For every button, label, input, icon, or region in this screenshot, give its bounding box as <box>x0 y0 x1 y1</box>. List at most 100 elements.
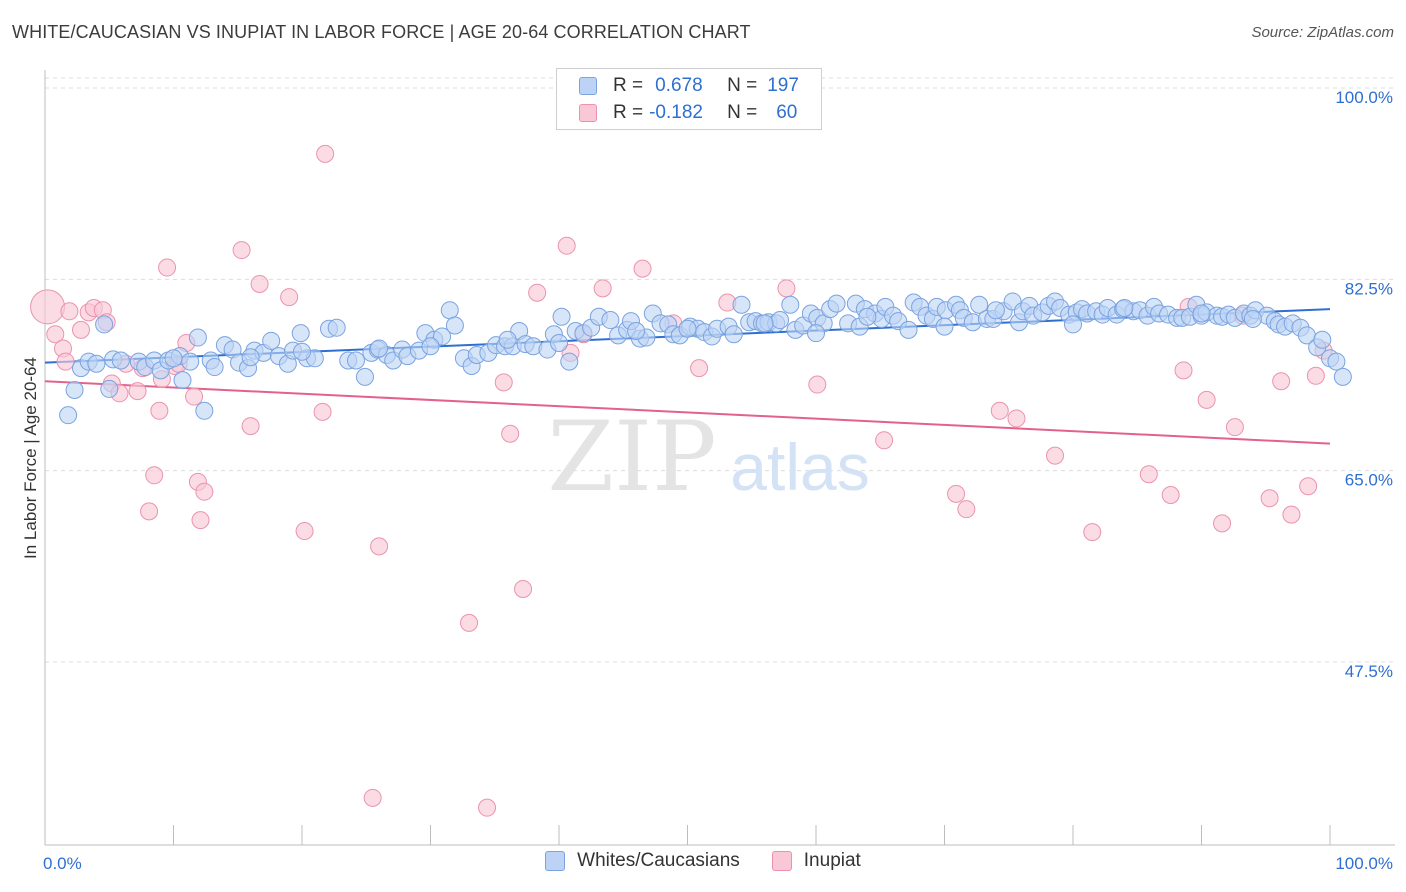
inupiat-point <box>145 466 164 485</box>
whites-point <box>370 339 389 358</box>
legend-n-label: N = <box>727 75 758 96</box>
whites-point <box>205 358 224 377</box>
inupiat-point <box>316 144 335 163</box>
y-tick-label: 100.0% <box>1335 88 1393 107</box>
inupiat-point <box>195 482 214 501</box>
whites-point <box>291 324 310 343</box>
inupiat-point <box>478 798 497 817</box>
legend-r-label: R = <box>613 75 644 96</box>
whites-point <box>293 342 311 361</box>
whites-point <box>724 325 743 344</box>
whites-point <box>560 352 579 371</box>
inupiat-point <box>250 274 269 293</box>
whites-point <box>807 324 825 343</box>
pink-swatch <box>771 851 792 871</box>
y-tick-label: 65.0% <box>1345 471 1393 490</box>
y-tick-label: 82.5% <box>1345 279 1393 298</box>
whites-point <box>899 320 918 339</box>
whites-point <box>173 371 192 390</box>
whites-point <box>87 354 106 373</box>
whites-point <box>552 307 571 326</box>
legend-n-value: 197 <box>767 75 799 96</box>
inupiat-point <box>71 320 90 339</box>
inupiat-point <box>185 387 204 406</box>
inupiat-point <box>150 401 169 420</box>
whites-point <box>498 330 517 349</box>
whites-point <box>627 321 646 340</box>
legend-row-whites: R = 0.678 N = 197 <box>579 73 799 99</box>
whites-point <box>327 318 346 337</box>
x-tick-label: 0.0% <box>43 854 82 873</box>
whites-point <box>781 295 800 314</box>
inupiat-point <box>957 500 976 519</box>
inupiat-point <box>514 580 533 598</box>
x-tick-label: 100.0% <box>1335 854 1393 873</box>
whites-point <box>732 295 751 314</box>
whites-point <box>970 295 989 314</box>
whites-point <box>1313 330 1332 349</box>
whites-point <box>421 337 440 356</box>
legend-row-inupiat: R = -0.182 N = 60 <box>579 100 797 126</box>
legend: R = 0.678 N = 197 R = -0.182 N = 60 <box>556 68 822 130</box>
inupiat-point <box>557 236 576 255</box>
legend-n-value: 60 <box>776 102 798 123</box>
inupiat-point <box>370 537 389 556</box>
inupiat-point <box>501 424 520 443</box>
whites-point <box>346 351 365 370</box>
whites-point <box>445 316 464 335</box>
blue-swatch <box>579 77 597 95</box>
watermark: ZIP atlas <box>547 401 869 513</box>
inupiat-point <box>232 241 251 260</box>
watermark-atlas: atlas <box>730 430 869 504</box>
whites-point <box>858 307 877 326</box>
whites-point <box>95 315 114 334</box>
whites-point <box>164 349 183 368</box>
whites-point <box>100 379 119 398</box>
bottom-legend-whites: Whites/Caucasians <box>545 850 740 872</box>
inupiat-point <box>1225 418 1244 437</box>
whites-point <box>1115 299 1134 318</box>
whites-point <box>262 331 281 350</box>
whites-point <box>241 348 260 367</box>
inupiat-point <box>1046 446 1065 465</box>
inupiat-point <box>1007 409 1026 428</box>
inupiat-point <box>241 417 260 436</box>
inupiat-point <box>363 788 382 807</box>
inupiat-point <box>1272 372 1291 391</box>
inupiat-point <box>158 258 177 277</box>
tick-labels: 47.5% 65.0% 82.5% 100.0% 0.0% 100.0% <box>43 88 1393 873</box>
whites-point <box>1192 304 1211 323</box>
whites-point <box>433 327 452 346</box>
inupiat-point <box>777 279 796 298</box>
inupiat-point <box>460 613 479 632</box>
whites-point <box>678 319 697 338</box>
inupiat-point <box>30 289 66 325</box>
inupiat-point <box>295 522 314 541</box>
legend-r-value: -0.182 <box>649 102 703 123</box>
inupiat-point <box>494 373 513 392</box>
whites-point <box>755 314 774 333</box>
legend-r-label: R = <box>613 102 644 123</box>
legend-r-value: 0.678 <box>655 75 703 96</box>
whites-point <box>65 381 84 400</box>
whites-point <box>771 311 790 330</box>
inupiat-point <box>1282 505 1301 524</box>
inupiat-point <box>280 288 299 307</box>
whites-point <box>440 301 459 320</box>
whites-point <box>1333 367 1352 386</box>
inupiat-point <box>46 325 65 344</box>
whites-point <box>59 406 78 425</box>
whites-point <box>827 294 846 313</box>
whites-point <box>1243 309 1262 328</box>
whites-point <box>601 311 620 330</box>
whites-point <box>195 401 214 420</box>
bottom-legend: Whites/Caucasians Inupiat <box>0 850 1406 872</box>
whites-point <box>1064 315 1082 334</box>
inupiat-point <box>528 283 547 302</box>
inupiat-point <box>1306 366 1325 385</box>
whites-point <box>935 317 954 336</box>
whites-points <box>59 292 1352 425</box>
inupiat-point <box>56 352 75 371</box>
inupiat-point <box>990 401 1009 420</box>
